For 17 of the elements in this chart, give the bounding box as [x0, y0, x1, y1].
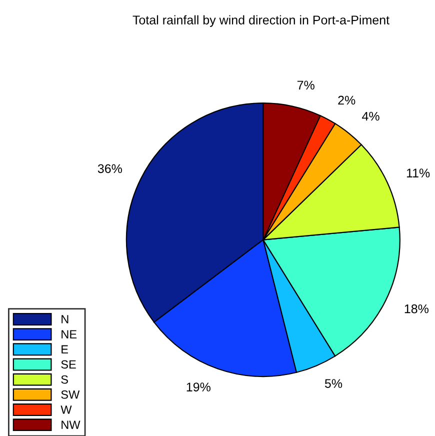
data-label: 18%	[404, 304, 428, 314]
data-label: 2%	[338, 96, 356, 105]
legend-label: S	[61, 375, 68, 384]
legend-label: SW	[61, 390, 80, 399]
legend-label: E	[62, 345, 68, 354]
data-label: 4%	[362, 112, 380, 121]
legend-label: N	[62, 315, 68, 324]
data-label: 11%	[406, 168, 430, 178]
legend-label: NW	[62, 420, 80, 429]
legend-label: NE	[62, 330, 77, 338]
legend-label: SE	[61, 360, 76, 369]
data-label: 7%	[297, 80, 314, 90]
chart-title: Total rainfall by wind direction in Port-a-Piment	[132, 15, 390, 27]
data-label: 19%	[186, 382, 210, 392]
legend-label: W	[60, 406, 72, 414]
data-label: 36%	[98, 164, 122, 174]
data-label: 5%	[324, 379, 342, 388]
